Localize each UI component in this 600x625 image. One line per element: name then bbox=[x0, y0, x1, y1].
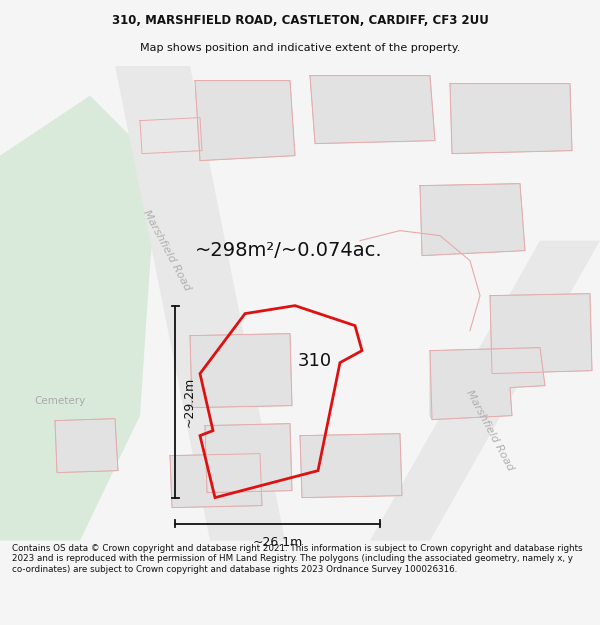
Text: ~26.1m: ~26.1m bbox=[253, 536, 302, 549]
Polygon shape bbox=[190, 334, 292, 408]
Polygon shape bbox=[300, 434, 402, 498]
Polygon shape bbox=[420, 184, 525, 256]
Text: Marshfield Road: Marshfield Road bbox=[464, 389, 515, 472]
Polygon shape bbox=[490, 294, 592, 374]
Text: 310, MARSHFIELD ROAD, CASTLETON, CARDIFF, CF3 2UU: 310, MARSHFIELD ROAD, CASTLETON, CARDIFF… bbox=[112, 14, 488, 28]
Text: ~298m²/~0.074ac.: ~298m²/~0.074ac. bbox=[195, 241, 383, 260]
Text: Marshfield Road: Marshfield Road bbox=[142, 209, 193, 292]
Polygon shape bbox=[205, 424, 292, 493]
Text: Contains OS data © Crown copyright and database right 2021. This information is : Contains OS data © Crown copyright and d… bbox=[12, 544, 583, 574]
Polygon shape bbox=[170, 454, 262, 508]
Polygon shape bbox=[0, 96, 160, 541]
Polygon shape bbox=[430, 348, 545, 419]
Polygon shape bbox=[310, 76, 435, 144]
Polygon shape bbox=[115, 66, 285, 541]
Text: ~29.2m: ~29.2m bbox=[183, 376, 196, 427]
Text: Cemetery: Cemetery bbox=[34, 396, 86, 406]
Polygon shape bbox=[195, 81, 295, 161]
Text: 310: 310 bbox=[298, 352, 332, 369]
Polygon shape bbox=[370, 241, 600, 541]
Polygon shape bbox=[450, 84, 572, 154]
Polygon shape bbox=[55, 419, 118, 472]
Text: Map shows position and indicative extent of the property.: Map shows position and indicative extent… bbox=[140, 42, 460, 52]
